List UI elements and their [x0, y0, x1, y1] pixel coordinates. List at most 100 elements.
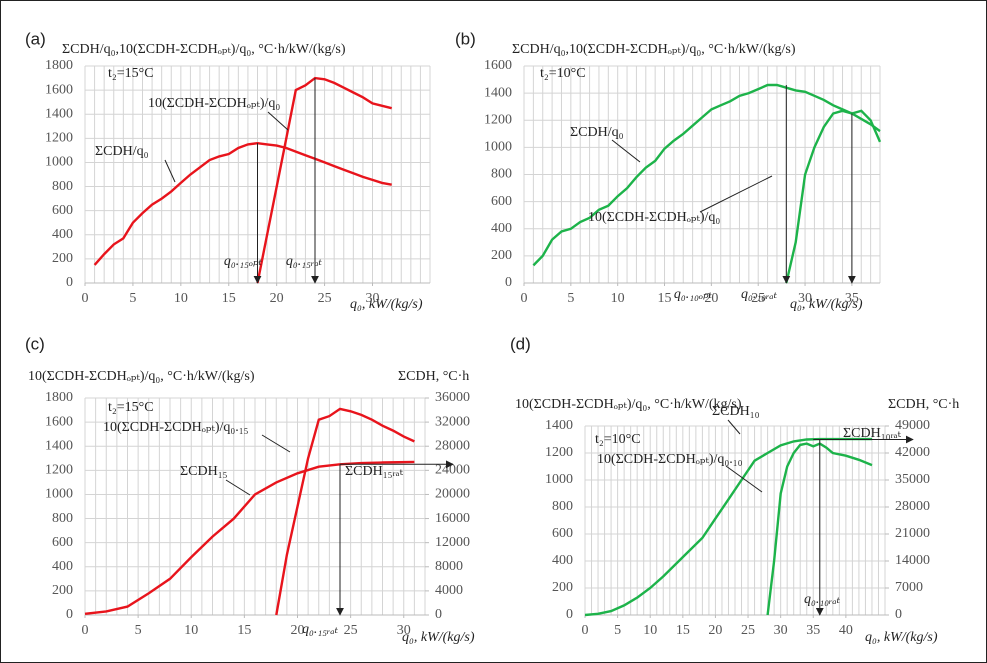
y2-axis-label: ΣCDH, °C·h	[398, 369, 469, 384]
arrow-label: q₀.₁₅ᵣₐₜ	[286, 254, 323, 269]
y2-tick-label: 4000	[435, 583, 463, 598]
y-tick-label: 1000	[45, 487, 73, 502]
panel-label: (d)	[510, 334, 531, 353]
x-tick-label: 40	[839, 623, 853, 638]
x-tick-label: 25	[318, 291, 332, 306]
x-axis-label: q₀, kW/(kg/s)	[790, 297, 863, 312]
y2-tick-label: 0	[435, 607, 442, 622]
annotation: t₂=10°C	[540, 66, 586, 81]
annotation: t₂=15°C	[108, 400, 154, 415]
x-tick-label: 0	[582, 623, 589, 638]
x-tick-label: 10	[174, 291, 188, 306]
y-tick-label: 1600	[45, 82, 73, 97]
series-line	[532, 83, 881, 267]
x-tick-label: 5	[614, 623, 621, 638]
arrow-label: q₀.₁₅ᵣₐₜ	[302, 622, 339, 637]
y-tick-label: 400	[52, 227, 73, 242]
y2-tick-label: 28000	[435, 438, 470, 453]
y-tick-label: 1200	[45, 463, 73, 478]
y-axis-label: 10(ΣCDH-ΣCDHₒₚₜ)/q₀, °C·h/kW/(kg/s)	[515, 397, 742, 412]
leader-line	[725, 465, 763, 493]
leader-line	[699, 175, 773, 213]
y-tick-label: 200	[52, 251, 73, 266]
series-line	[93, 141, 392, 266]
y-tick-label: 0	[505, 275, 512, 290]
arrow-label: ΣCDH₁₅ᵣₐₜ	[345, 464, 404, 479]
y-tick-label: 0	[66, 275, 73, 290]
y2-tick-label: 16000	[435, 511, 470, 526]
series-line	[256, 76, 392, 284]
annotation: ΣCDH₁₅	[180, 464, 228, 479]
x-tick-label: 10	[611, 291, 625, 306]
y-tick-label: 1600	[45, 414, 73, 429]
y-tick-label: 800	[52, 179, 73, 194]
x-tick-label: 30	[397, 623, 411, 638]
y2-tick-label: 24000	[435, 463, 470, 478]
x-tick-label: 0	[82, 291, 89, 306]
y-tick-label: 1400	[484, 85, 512, 100]
x-tick-label: 20	[291, 623, 305, 638]
leader-line	[164, 159, 176, 183]
y2-axis-label: ΣCDH, °C·h	[888, 397, 959, 412]
arrow-label: q₀.₁₀ᵣₐₜ	[741, 287, 778, 302]
x-tick-label: 30	[774, 623, 788, 638]
x-tick-label: 15	[658, 291, 672, 306]
annotation: t₂=15°C	[108, 66, 154, 81]
arrow-label: ΣCDH₁₀ᵣₐₜ	[843, 426, 902, 441]
y-tick-label: 200	[552, 580, 573, 595]
y-tick-label: 600	[52, 203, 73, 218]
x-axis-label: q₀, kW/(kg/s)	[865, 630, 938, 645]
x-tick-label: 10	[643, 623, 657, 638]
arrow-label: q₀.₁₅ₒₚₜ	[224, 254, 263, 269]
y2-tick-label: 8000	[435, 559, 463, 574]
x-tick-label: 20	[270, 291, 284, 306]
y2-tick-label: 36000	[435, 390, 470, 405]
y-tick-label: 800	[552, 499, 573, 514]
x-tick-label: 30	[366, 291, 380, 306]
y-tick-label: 600	[52, 535, 73, 550]
y2-tick-label: 28000	[895, 499, 930, 514]
y-tick-label: 1000	[545, 472, 573, 487]
x-tick-label: 25	[751, 291, 765, 306]
series-line	[766, 442, 873, 616]
y2-tick-label: 32000	[435, 414, 470, 429]
y2-tick-label: 21000	[895, 526, 930, 541]
x-tick-label: 0	[521, 291, 528, 306]
annotation: 10(ΣCDH-ΣCDHₒₚₜ)/q₀.₁₀	[597, 452, 743, 467]
y-axis-label: ΣCDH/q₀,10(ΣCDH-ΣCDHₒₚₜ)/q₀, °C·h/kW/(kg…	[512, 42, 796, 57]
y-tick-label: 400	[491, 221, 512, 236]
arrow-label: q₀.₁₀ₒₚₜ	[674, 287, 713, 302]
y-tick-label: 1800	[45, 390, 73, 405]
y-tick-label: 0	[66, 607, 73, 622]
leader-line	[267, 111, 289, 131]
y2-tick-label: 42000	[895, 445, 930, 460]
y-tick-label: 200	[52, 583, 73, 598]
x-tick-label: 35	[845, 291, 859, 306]
panel-label: (b)	[455, 29, 476, 48]
y-tick-label: 1800	[45, 58, 73, 73]
y2-tick-label: 12000	[435, 535, 470, 550]
y2-tick-label: 35000	[895, 472, 930, 487]
x-tick-label: 5	[135, 623, 142, 638]
panel-label: (a)	[25, 29, 46, 48]
annotation: ΣCDH/q₀	[95, 144, 149, 159]
arrow-label: q₀.₁₀ᵣₐₜ	[804, 592, 841, 607]
x-tick-label: 5	[567, 291, 574, 306]
annotation: 10(ΣCDH-ΣCDHₒₚₜ)/q₀	[588, 210, 720, 225]
x-tick-label: 20	[708, 623, 722, 638]
annotation: t₂=10°C	[595, 432, 641, 447]
y-tick-label: 800	[491, 167, 512, 182]
x-tick-label: 25	[741, 623, 755, 638]
y-tick-label: 600	[491, 194, 512, 209]
y-tick-label: 0	[566, 607, 573, 622]
x-tick-label: 30	[798, 291, 812, 306]
x-tick-label: 10	[184, 623, 198, 638]
y-tick-label: 1200	[484, 112, 512, 127]
y-tick-label: 800	[52, 511, 73, 526]
annotation: ΣCDH₁₀	[712, 404, 760, 419]
leader-line	[727, 419, 741, 435]
series-line	[275, 407, 415, 616]
x-tick-label: 20	[704, 291, 718, 306]
leader-line	[611, 139, 641, 163]
